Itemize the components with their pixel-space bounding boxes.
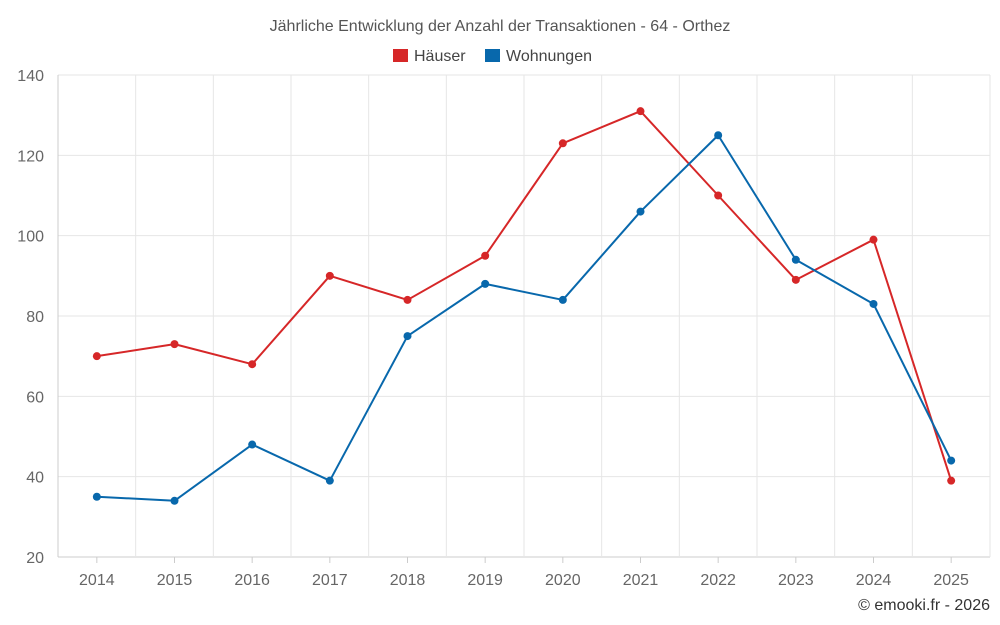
legend-swatch [393,49,408,62]
x-tick-label: 2023 [778,572,814,589]
x-tick-label: 2016 [234,572,270,589]
y-tick-label: 60 [26,389,44,406]
data-point-haeuser[interactable] [170,340,179,349]
data-point-haeuser[interactable] [481,251,490,260]
data-point-wohnungen[interactable] [481,279,490,288]
data-point-haeuser[interactable] [714,191,723,200]
data-point-haeuser[interactable] [636,107,645,116]
x-tick-label: 2025 [933,572,969,589]
x-tick-label: 2020 [545,572,581,589]
series-group [92,107,956,505]
x-tick-label: 2024 [856,572,892,589]
series-wohnungen [92,131,956,505]
data-point-wohnungen[interactable] [636,207,645,216]
legend-item-haeuser[interactable]: Häuser [393,48,466,65]
data-point-haeuser[interactable] [558,139,567,148]
y-tick-label: 20 [26,550,44,567]
data-point-wohnungen[interactable] [791,255,800,264]
data-point-haeuser[interactable] [869,235,878,244]
legend-label: Wohnungen [506,48,592,65]
data-point-wohnungen[interactable] [558,295,567,304]
x-tick-label: 2015 [157,572,193,589]
data-point-haeuser[interactable] [947,476,956,485]
data-point-wohnungen[interactable] [714,131,723,140]
x-tick-label: 2021 [623,572,659,589]
x-tick-label: 2017 [312,572,348,589]
data-point-haeuser[interactable] [248,360,257,369]
data-point-haeuser[interactable] [325,271,334,280]
x-tick-label: 2019 [467,572,503,589]
y-tick-label: 140 [17,68,44,85]
data-point-wohnungen[interactable] [869,299,878,308]
grid [57,74,991,558]
x-tick-label: 2018 [390,572,426,589]
legend-item-wohnungen[interactable]: Wohnungen [485,48,592,65]
series-line-wohnungen [96,134,953,502]
x-axis: 2014 2015 2016 2017 2018 2019 2020 2021 2022 2023… [79,557,969,589]
chart-title: Jährliche Entwicklung der Anzahl der Tra… [270,18,731,35]
y-tick-label: 120 [17,148,44,165]
data-point-haeuser[interactable] [403,295,412,304]
x-tick-label: 2014 [79,572,115,589]
data-point-haeuser[interactable] [791,275,800,284]
legend-label: Häuser [414,48,466,65]
legend-swatch [485,49,500,62]
data-point-wohnungen[interactable] [170,496,179,505]
data-point-wohnungen[interactable] [947,456,956,465]
credit-text: © emooki.fr - 2026 [858,597,990,614]
series-haeuser [92,107,956,485]
y-tick-label: 80 [26,309,44,326]
y-axis: 20 40 60 80 100 120 140 [17,68,44,567]
data-point-wohnungen[interactable] [248,440,257,449]
data-point-haeuser[interactable] [92,352,101,361]
data-point-wohnungen[interactable] [403,332,412,341]
y-tick-label: 40 [26,470,44,487]
data-point-wohnungen[interactable] [92,492,101,501]
series-line-haeuser [96,110,953,481]
data-point-wohnungen[interactable] [325,476,334,485]
y-tick-label: 100 [17,229,44,246]
x-tick-label: 2022 [700,572,736,589]
legend: Häuser Wohnungen [393,48,592,65]
